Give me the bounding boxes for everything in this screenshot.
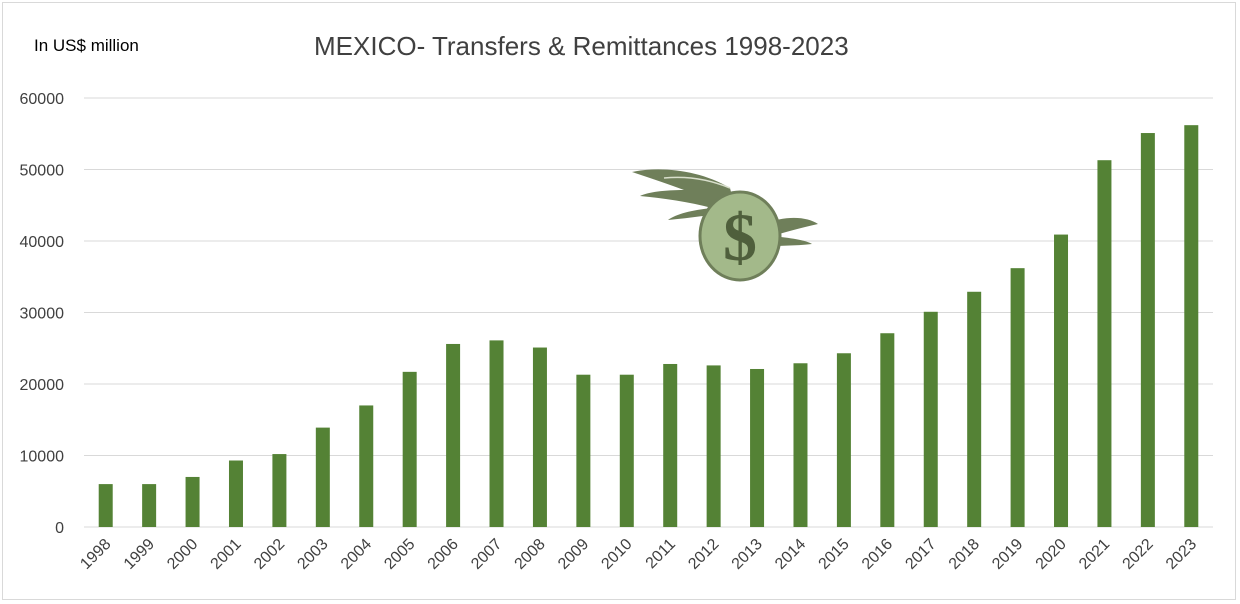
- bar-2000: [185, 476, 200, 527]
- bar-2021: [1097, 160, 1112, 527]
- y-tick-label: 60000: [20, 91, 65, 108]
- x-tick-label: 2001: [208, 536, 245, 573]
- chart-title: MEXICO- Transfers & Remittances 1998-202…: [314, 31, 849, 61]
- bar-1999: [142, 484, 157, 527]
- bar-2002: [272, 454, 287, 527]
- x-tick-label: 2008: [512, 536, 549, 573]
- bar-2010: [619, 374, 634, 527]
- x-tick-label: 2017: [902, 536, 939, 573]
- x-tick-label: 2018: [946, 536, 983, 573]
- bar-1998: [98, 484, 113, 527]
- x-tick-label: 2019: [989, 536, 1026, 573]
- bar-2020: [1054, 234, 1069, 527]
- x-tick-label: 2007: [468, 536, 505, 573]
- x-tick-label: 2022: [1120, 536, 1157, 573]
- bar-2017: [923, 311, 938, 527]
- gridlines: [84, 97, 1213, 528]
- bar-2008: [532, 347, 547, 527]
- y-axis-labels: 0 10000 20000 30000 40000 50000 60000: [20, 91, 65, 537]
- bar-2001: [228, 460, 243, 527]
- x-tick-label: 2003: [294, 536, 331, 573]
- x-tick-label: 2002: [251, 536, 288, 573]
- x-tick-label: 2005: [381, 536, 418, 573]
- x-tick-label: 2000: [164, 536, 201, 573]
- bar-2011: [663, 363, 678, 527]
- bar-2007: [489, 340, 504, 527]
- unit-label: In US$ million: [34, 36, 139, 55]
- bar-2004: [359, 405, 374, 527]
- x-tick-label: 2020: [1033, 536, 1070, 573]
- bar-2013: [750, 368, 765, 527]
- bar-2016: [880, 333, 895, 527]
- bar-2009: [576, 374, 591, 527]
- bar-2019: [1010, 268, 1025, 527]
- x-tick-label: 2013: [729, 536, 766, 573]
- x-tick-label: 2011: [643, 536, 679, 572]
- svg-text:$: $: [723, 199, 757, 275]
- x-tick-label: 2021: [1076, 536, 1113, 573]
- x-tick-label: 2012: [685, 536, 722, 573]
- bar-2014: [793, 363, 808, 527]
- bars: [98, 125, 1199, 528]
- x-tick-label: 2010: [598, 536, 635, 573]
- x-tick-label: 2014: [772, 536, 809, 573]
- winged-dollar-icon: $: [632, 169, 818, 282]
- bar-2018: [967, 291, 982, 527]
- bar-2006: [446, 343, 461, 527]
- y-tick-label: 20000: [20, 377, 65, 394]
- bar-2022: [1140, 133, 1155, 527]
- bar-2012: [706, 365, 721, 527]
- y-tick-label: 50000: [20, 163, 65, 180]
- bar-2005: [402, 371, 417, 527]
- y-tick-label: 0: [55, 520, 64, 537]
- x-tick-label: 2023: [1163, 536, 1200, 573]
- bar-2003: [315, 427, 330, 527]
- x-tick-label: 1999: [121, 536, 158, 573]
- x-tick-label: 2004: [338, 536, 375, 573]
- x-tick-label: 2006: [425, 536, 462, 573]
- y-tick-label: 10000: [20, 449, 65, 466]
- bar-2023: [1184, 125, 1199, 528]
- bar-2015: [836, 353, 851, 527]
- x-tick-label: 2009: [555, 536, 592, 573]
- x-tick-label: 1998: [77, 536, 114, 573]
- x-axis-labels: 1998 1999 2000 2001 2002 2003 2004 2005 2006 2007…: [77, 536, 1200, 573]
- x-tick-label: 2016: [859, 536, 896, 573]
- x-tick-label: 2015: [816, 536, 853, 573]
- y-tick-label: 30000: [20, 306, 65, 323]
- y-tick-label: 40000: [20, 234, 65, 251]
